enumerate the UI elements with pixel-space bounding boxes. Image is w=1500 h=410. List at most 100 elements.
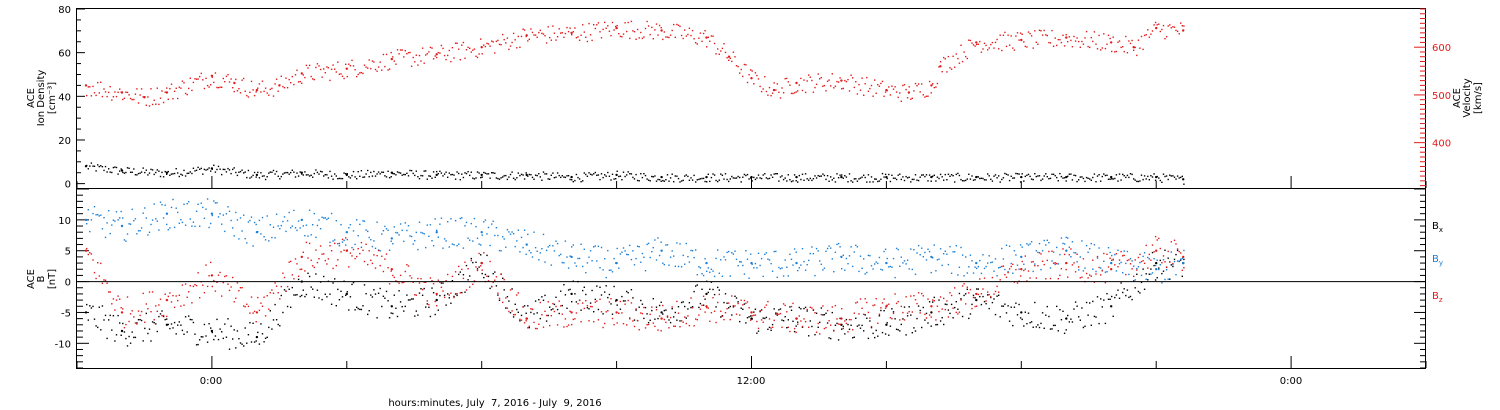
bz-series-point [230,286,232,288]
bx-series-point [952,317,954,319]
bz-series-point [908,310,910,313]
by-series-point [1098,247,1100,249]
ion-density-series-point [203,168,206,171]
ion-density-series-point [1148,179,1150,181]
bx-series-point [428,306,430,308]
bz-series-point [611,317,614,320]
bz-series-point [699,308,702,310]
velocity-series-point [589,34,592,36]
by-series-mark [255,231,259,234]
bz-series-mark [210,274,214,277]
velocity-series-point [564,32,567,35]
bx-series-point [454,293,457,295]
velocity-series-point [999,34,1001,36]
by-series-point [888,266,890,268]
bx-series-point [1068,321,1070,323]
bz-series-point [476,269,479,272]
bx-series-point [461,291,463,294]
ion-density-series-point [205,169,207,171]
bz-series-point [569,310,571,312]
by-series-point [916,252,918,254]
bx-series-point [666,316,669,318]
ion-density-series-point [337,178,339,180]
top-right-axis-label-3: [km/s] [1473,82,1484,114]
ion-density-series-point [939,173,942,176]
ion-density-series-point [249,177,251,179]
ion-density-series-point [597,174,600,176]
by-series-point [837,242,840,245]
by-series-point [544,261,546,263]
bz-series-point [753,314,755,316]
by-series-point [762,275,764,278]
by-series-point [531,256,534,258]
legend-by: By [1432,254,1443,267]
bx-series-point [704,298,706,300]
by-series-point [765,252,768,254]
ion-density-series-point [1007,174,1009,176]
bz-series-point [1145,244,1147,247]
bx-series-point [516,308,518,311]
ion-density-series-point [260,172,262,174]
bx-series-point [180,324,182,326]
bz-series-point [1109,257,1111,259]
bz-series-point [728,302,730,304]
velocity-series-point [867,90,870,92]
bx-series-point [928,301,931,303]
bz-series-point [299,268,301,271]
velocity-series-point [1071,46,1074,48]
ion-density-series-point [709,180,711,183]
ion-density-series-point [123,172,126,174]
velocity-mark [120,91,124,94]
velocity-series-point [976,43,978,46]
bx-series-point [354,309,356,311]
velocity-series-point [679,25,681,28]
ion-density-series-point [671,173,673,175]
by-series-point [575,265,578,267]
bx-series-point [1021,318,1023,321]
by-series-point [542,233,545,236]
by-series-point [436,229,438,231]
bx-series-point [329,293,331,295]
bz-series-point [789,330,791,333]
bz-series-point [919,312,921,314]
ion-density-series-point [164,170,166,173]
bx-series-point [1073,308,1075,310]
bz-series-point [1134,259,1136,261]
bz-series-point [95,277,97,280]
velocity-series-point [574,27,576,29]
ion-density-series-point [798,174,800,177]
bx-series-point [1115,294,1118,296]
by-series-point [164,204,166,206]
ion-density-series-point [315,169,317,171]
ion-density-series-point [155,171,157,174]
ion-density-series-point [701,177,703,180]
bz-series-point [420,278,422,280]
ion-density-series-point [1023,180,1025,182]
by-series-point [1090,242,1092,245]
ion-density-mark [300,171,303,174]
bz-series-point [462,277,465,280]
bz-series-point [323,253,325,255]
bz-series-point [640,312,642,314]
bz-series-point [340,251,342,253]
ion-density-series-point [384,175,386,177]
bz-series-point [1150,259,1152,261]
by-series-point [640,261,642,263]
ion-density-series-point [145,169,147,171]
bx-series-point [200,336,202,338]
velocity-series-point [373,61,375,63]
by-series-point [151,219,154,221]
by-series-point [674,265,676,267]
bx-series-point [158,315,160,318]
bx-series-point [1095,316,1097,318]
by-series [86,198,1185,284]
bz-series-point [128,320,130,323]
by-series-point [425,246,427,249]
bx-series-point [999,316,1001,318]
bx-series-point [467,279,469,281]
velocity-series-point [1134,46,1136,49]
by-series-point [106,222,108,224]
bx-series-point [151,321,154,323]
ion-density-series-point [491,172,493,174]
velocity-series-point [1057,38,1059,41]
